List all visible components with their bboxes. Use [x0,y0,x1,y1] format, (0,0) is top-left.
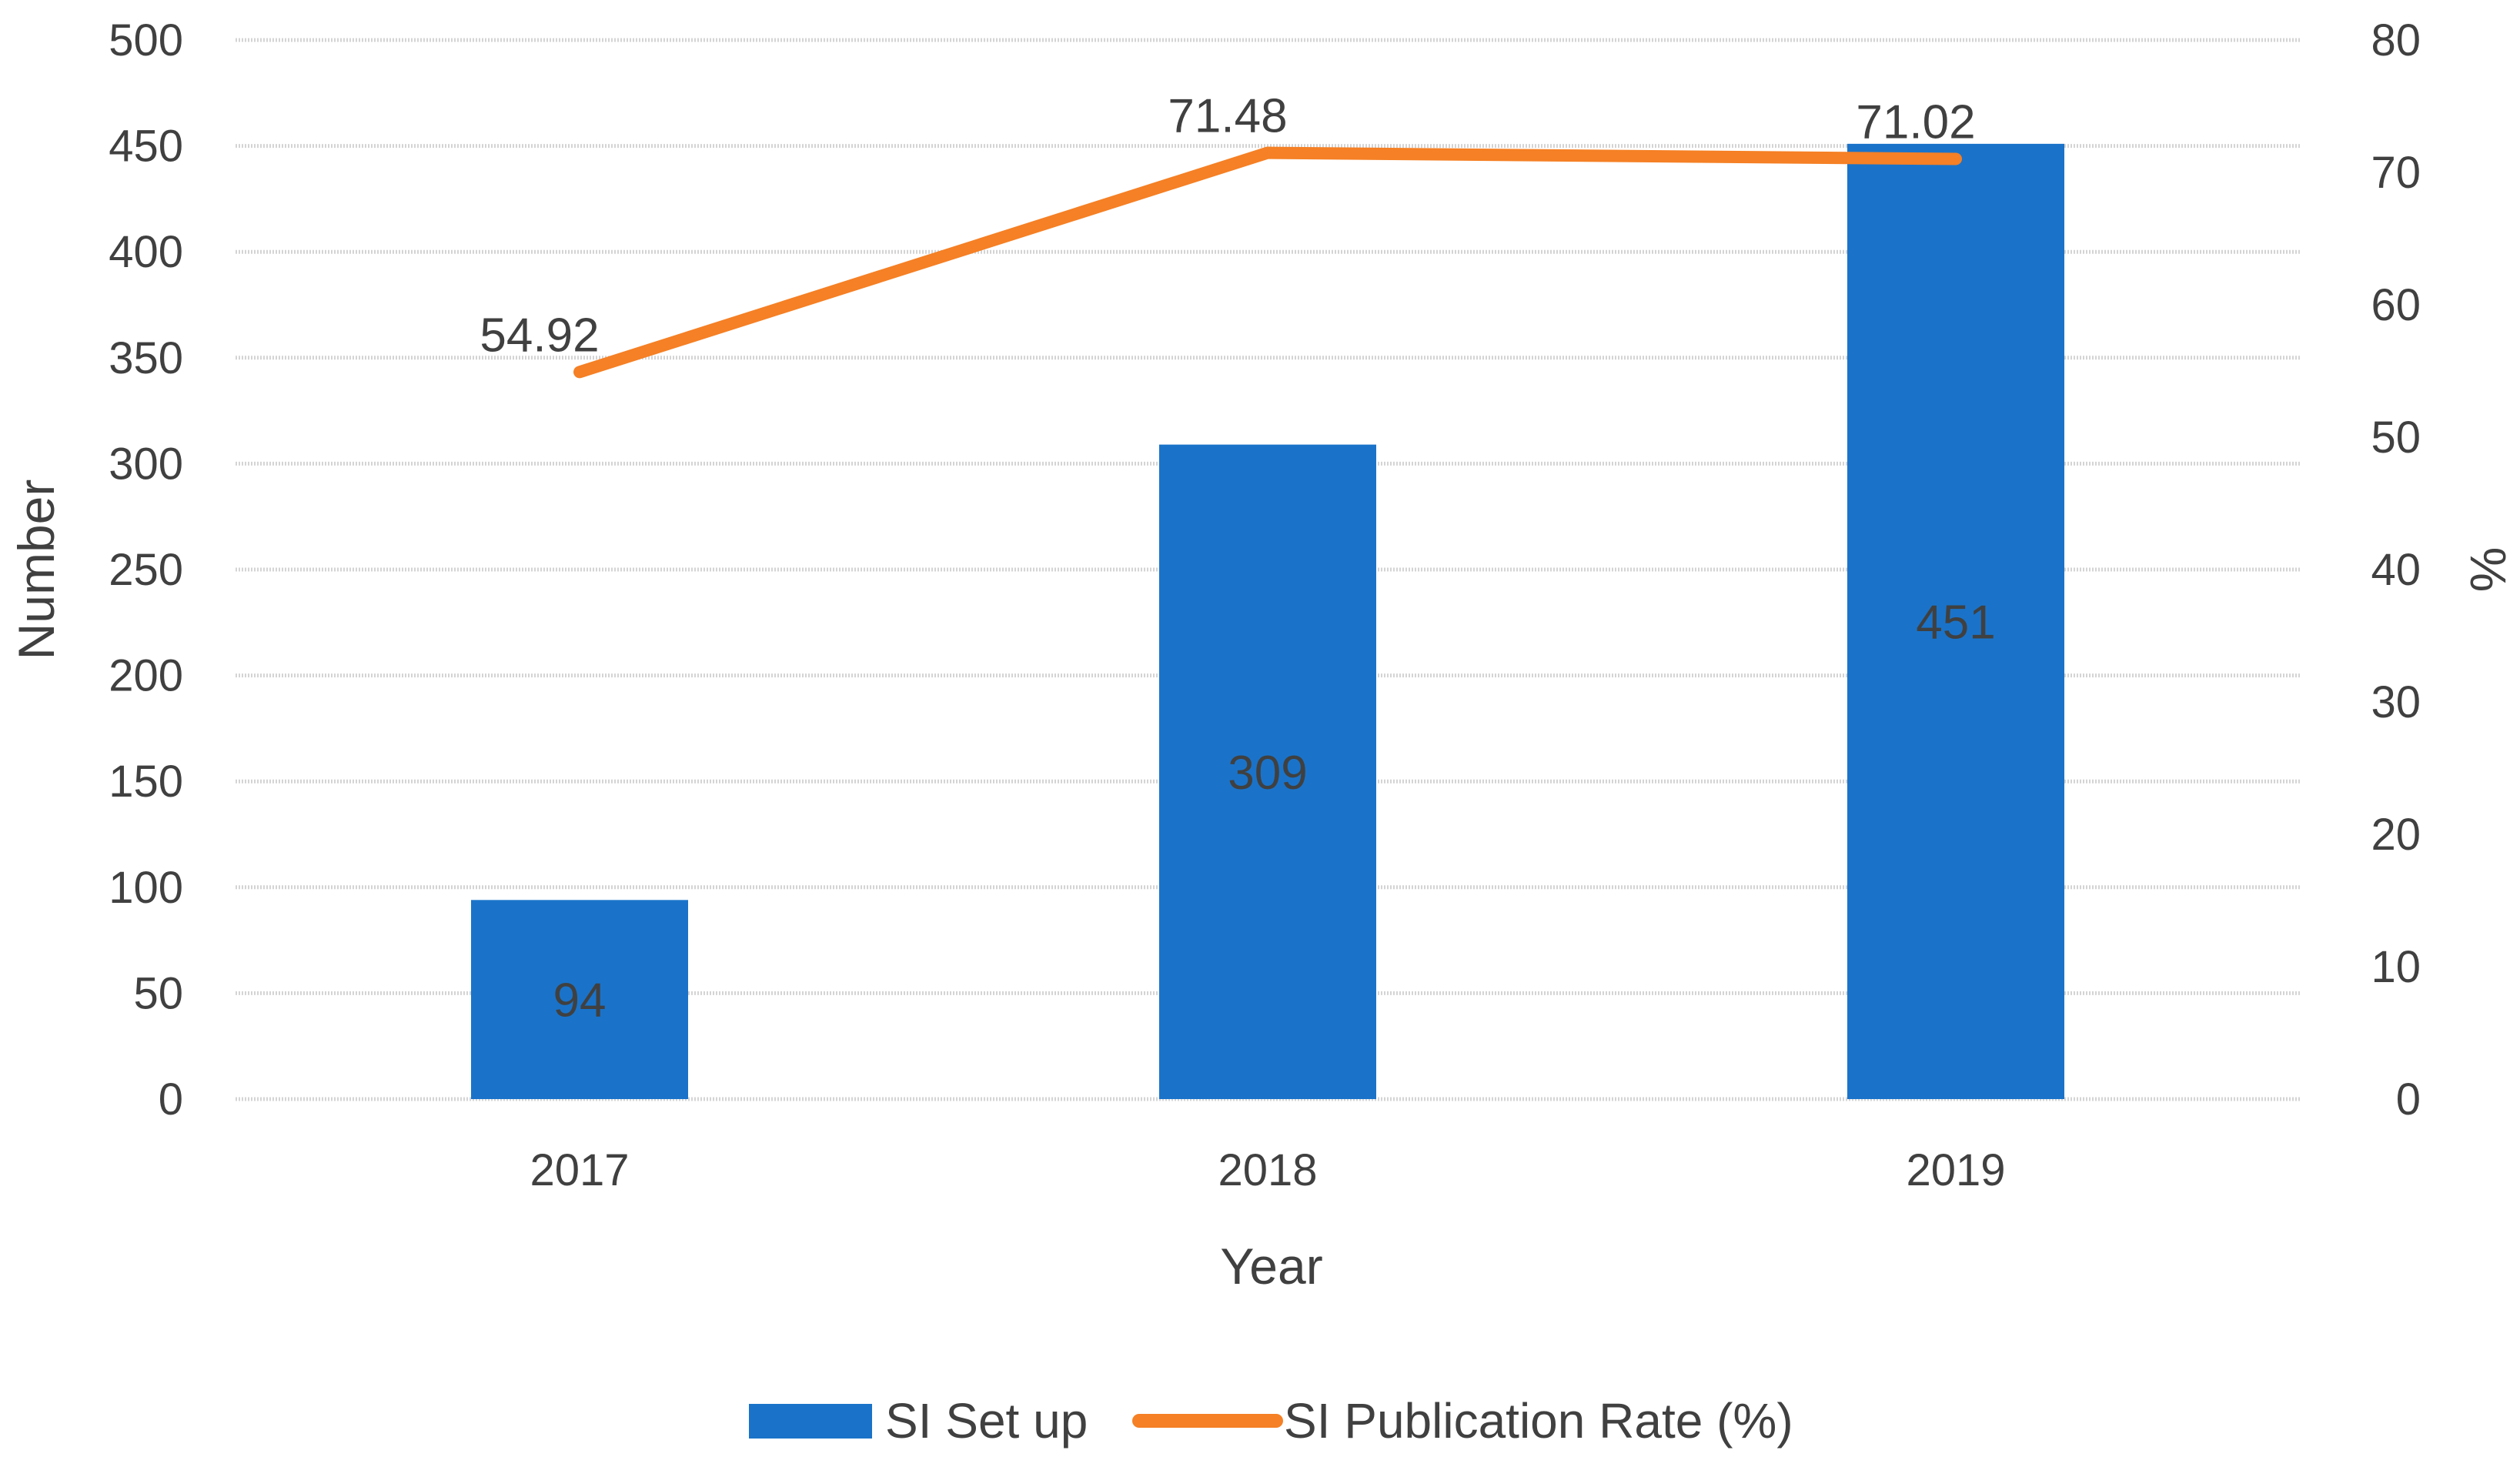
right-tick-label: 40 [2371,545,2421,595]
legend-label-line: SI Publication Rate (%) [1284,1393,1793,1449]
bar-data-label: 309 [1228,747,1307,800]
line-point [1267,152,1268,154]
line-series [573,146,1962,379]
bar [1847,143,2064,1099]
bar-data-labels: 94 309 451 [553,596,1996,1027]
left-tick-label: 350 [109,333,183,383]
line-point [579,371,580,373]
left-tick-label: 500 [109,15,183,65]
x-tick-label: 2019 [1906,1145,2005,1195]
right-tick-label: 10 [2371,942,2421,992]
line-path [573,146,1962,379]
line-data-label: 71.48 [1168,90,1287,143]
right-tick-label: 60 [2371,280,2421,330]
line-data-label: 54.92 [480,309,599,362]
x-tick-label: 2018 [1218,1145,1317,1195]
right-tick-label: 30 [2371,677,2421,727]
right-tick-label: 80 [2371,15,2421,65]
bar [471,900,688,1099]
left-tick-label: 450 [109,122,183,172]
left-tick-label: 200 [109,651,183,701]
left-tick-label: 400 [109,227,183,277]
x-tick-label: 2017 [530,1145,629,1195]
right-tick-label: 70 [2371,148,2421,198]
bar-series [471,143,2064,1099]
left-axis-ticks: 0 50 100 150 200 250 300 350 400 450 500 [109,15,183,1124]
left-tick-label: 150 [109,757,183,807]
legend-swatch-bar [749,1404,872,1439]
left-tick-label: 0 [159,1074,183,1124]
right-tick-label: 50 [2371,413,2421,463]
left-tick-label: 300 [109,439,183,489]
left-tick-label: 50 [133,968,183,1018]
right-axis-ticks: 0 10 20 30 40 50 60 70 80 [2371,15,2421,1124]
line-data-labels: 54.92 71.48 71.02 [480,90,1975,363]
bar-data-label: 94 [553,974,607,1028]
legend-label-bar: SI Set up [885,1393,1088,1449]
line-point [1955,158,1957,160]
x-axis-title: Year [1220,1238,1322,1295]
left-tick-label: 250 [109,545,183,595]
left-axis-title: Number [8,480,65,660]
right-tick-label: 20 [2371,810,2421,860]
bar-data-label: 451 [1916,596,1995,649]
right-tick-label: 0 [2396,1074,2421,1124]
legend: SI Set up SI Publication Rate (%) [749,1393,1793,1449]
line-data-label: 71.02 [1856,95,1975,149]
bar [1159,444,1376,1099]
x-axis-ticks: 2017 2018 2019 [530,1145,2005,1195]
left-tick-label: 100 [109,863,183,913]
right-axis-title: % [2460,547,2517,593]
